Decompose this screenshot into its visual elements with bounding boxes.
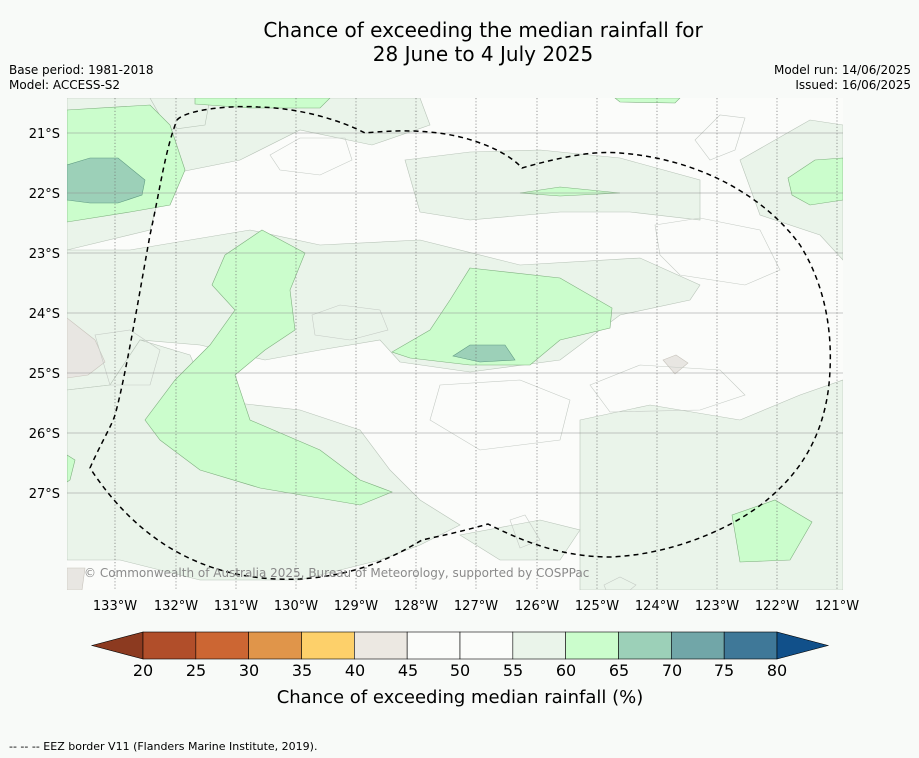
meta-left: Base period: 1981-2018 Model: ACCESS-S2 [9,63,154,93]
lon-tick: 132°W [154,599,198,614]
lat-tick: 22°S [29,187,60,202]
lon-tick: 130°W [274,599,318,614]
lat-tick: 26°S [29,427,60,442]
colorbar-tick: 70 [662,661,682,680]
colorbar-segment [301,631,355,660]
map-panel: © Commonwealth of Australia 2025, Bureau… [67,98,843,590]
colorbar-segment [459,631,514,660]
colorbar-tick: 60 [556,661,576,680]
triangle-left-icon [90,631,144,660]
contour-lines-50 [94,114,781,590]
title-line-1: Chance of exceeding the median rainfall … [263,18,703,42]
model-name: Model: ACCESS-S2 [9,78,121,92]
contour-65-70 [67,157,516,363]
model-run: Model run: 14/06/2025 [773,63,911,77]
colorbar-segment [723,631,778,660]
colorbar-tick: 40 [345,661,365,680]
colorbar-segment [618,631,672,660]
colorbar-tick: 45 [398,661,418,680]
lon-tick: 125°W [575,599,619,614]
colorbar-segment [565,631,619,660]
colorbar [90,631,830,660]
latitude-lines [67,132,843,494]
colorbar-segment [354,631,408,660]
lon-tick: 129°W [334,599,378,614]
colorbar-segment [142,631,197,660]
lon-tick: 127°W [454,599,498,614]
lon-tick: 128°W [394,599,438,614]
longitude-lines [114,98,838,590]
colorbar-tick: 75 [714,661,734,680]
triangle-right-icon [776,631,830,660]
colorbar-tick: 55 [503,661,523,680]
colorbar-tick: 20 [133,661,153,680]
colorbar-segment [512,631,566,660]
lon-tick: 123°W [695,599,739,614]
colorbar-tick: 30 [239,661,259,680]
lon-tick: 131°W [214,599,258,614]
longitude-ticks: 133°W 132°W 131°W 130°W 129°W 128°W 127°… [93,599,859,614]
base-period: Base period: 1981-2018 [9,63,154,77]
colorbar-ticks: 20 25 30 35 40 45 50 55 60 65 70 75 80 [133,661,787,680]
colorbar-segment [248,631,302,660]
lon-tick: 126°W [515,599,559,614]
contour-40-45 [67,317,689,590]
colorbar-tick: 35 [292,661,312,680]
lat-tick: 21°S [29,127,60,142]
map-title: Chance of exceeding the median rainfall … [0,18,919,66]
latitude-ticks: 21°S 22°S 23°S 24°S 25°S 26°S 27°S [29,127,60,502]
footnote: -- -- -- EEZ border V11 (Flanders Marine… [9,740,318,753]
colorbar-tick: 50 [450,661,470,680]
colorbar-tick: 25 [186,661,206,680]
eez-border [89,105,832,581]
lon-tick: 121°W [815,599,859,614]
lon-tick: 133°W [93,599,137,614]
lat-tick: 24°S [29,307,60,322]
lat-tick: 25°S [29,367,60,382]
lat-tick: 23°S [29,247,60,262]
colorbar-segment [406,631,461,660]
colorbar-tick: 80 [767,661,787,680]
lat-tick: 27°S [29,487,60,502]
copyright-text: © Commonwealth of Australia 2025, Bureau… [84,566,589,580]
title-line-2: 28 June to 4 July 2025 [372,42,594,66]
lon-tick: 124°W [635,599,679,614]
issued-date: Issued: 16/06/2025 [795,78,911,92]
colorbar-segment [195,631,249,660]
colorbar-tick: 65 [609,661,629,680]
meta-right: Model run: 14/06/2025 Issued: 16/06/2025 [774,63,911,93]
colorbar-label: Chance of exceeding median rainfall (%) [277,687,644,708]
lon-tick: 122°W [755,599,799,614]
colorbar-segment [671,631,725,660]
